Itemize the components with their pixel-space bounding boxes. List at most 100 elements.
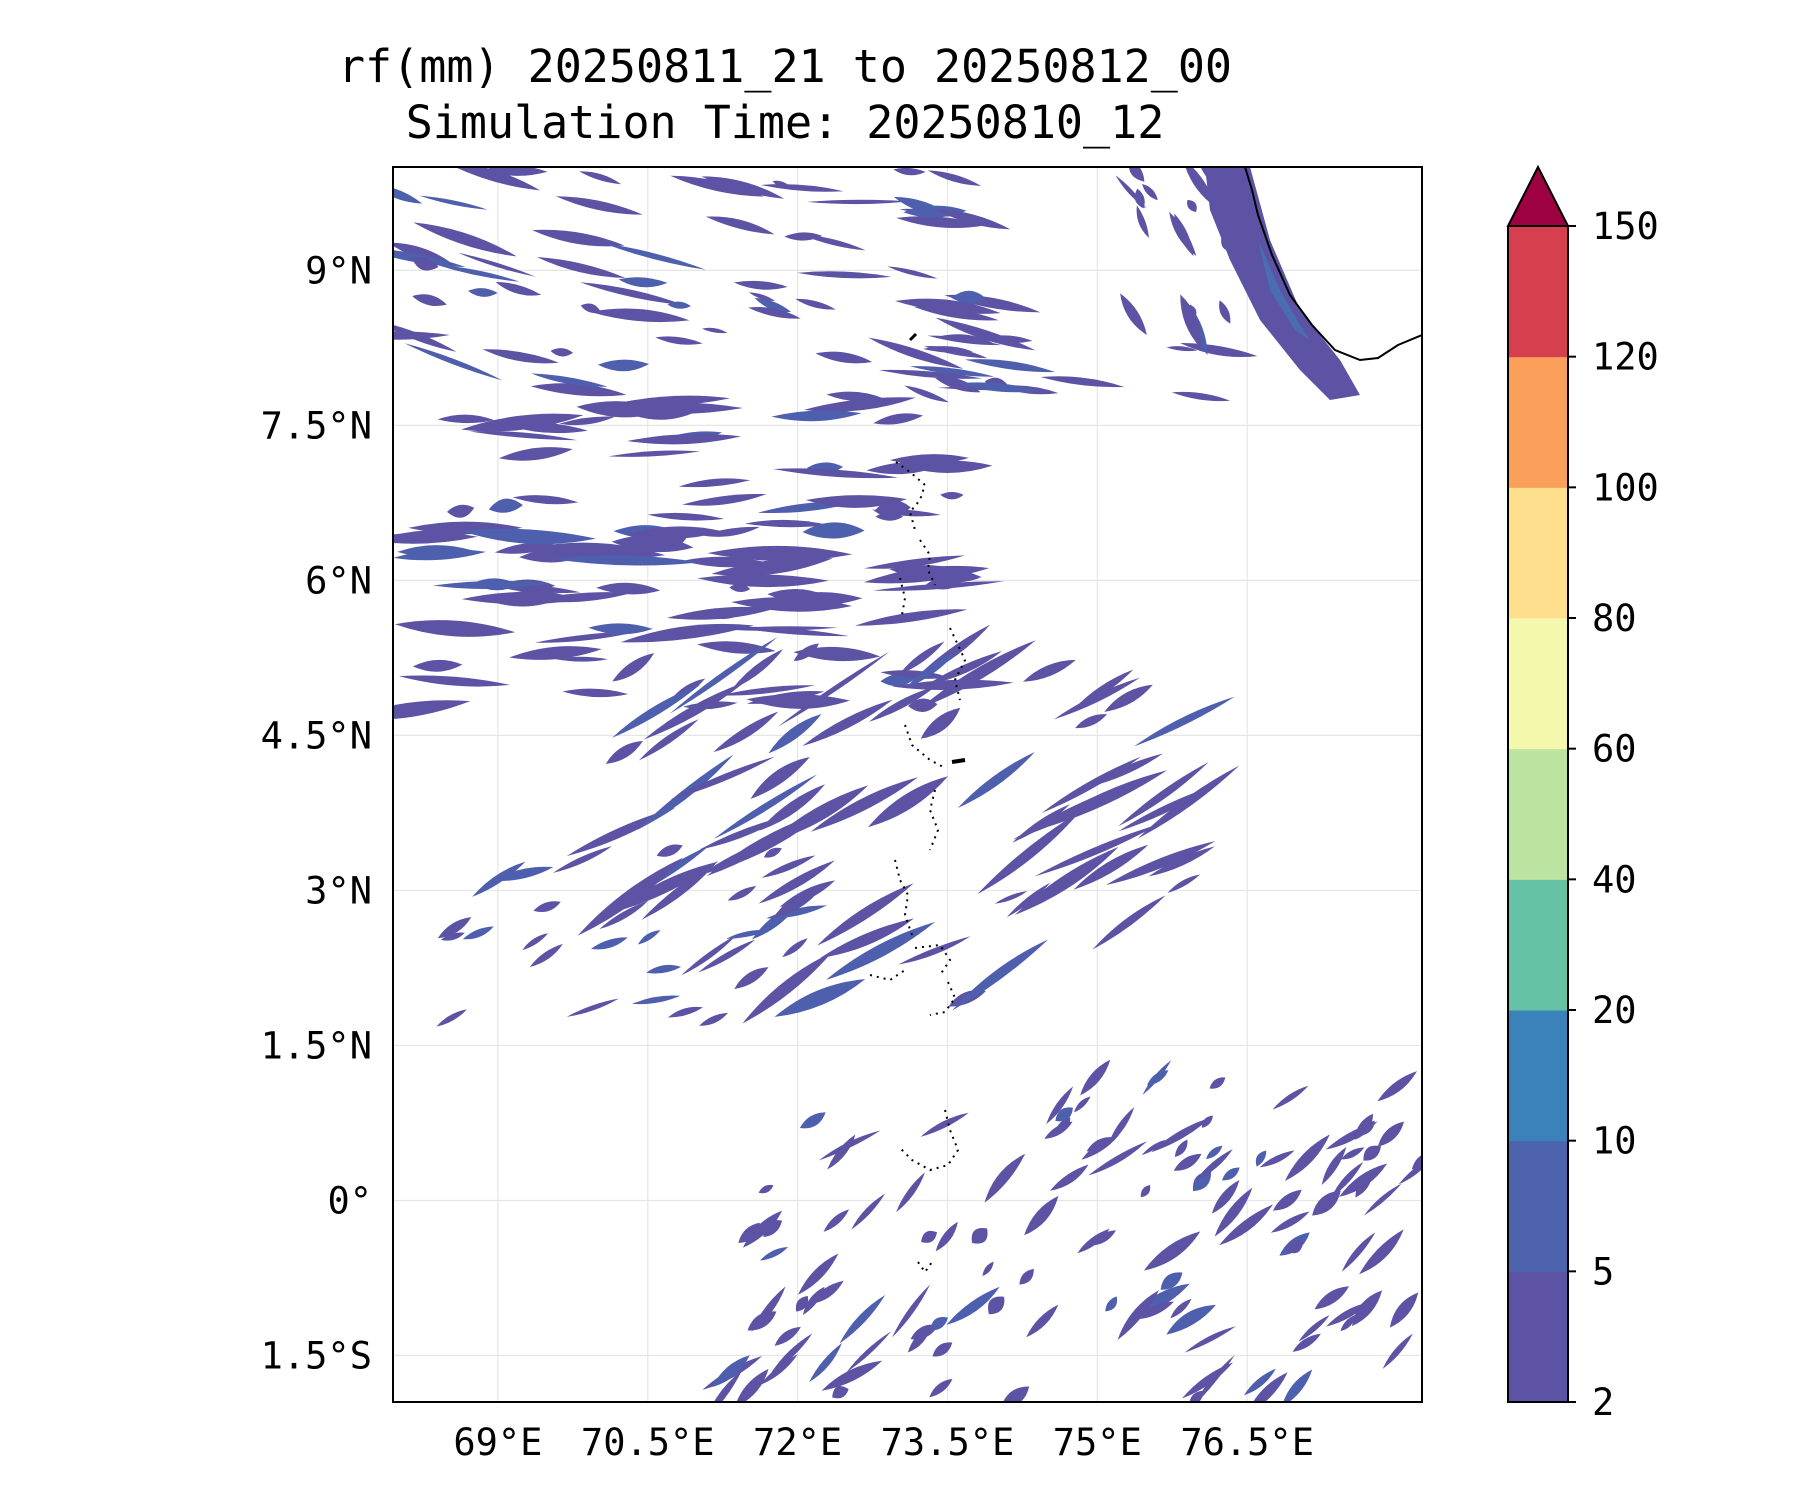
colorbar-segment [1508,879,1568,1011]
rain-cell [1148,846,1215,877]
colorbar-tick-label: 20 [1592,989,1637,1032]
rain-cell [718,685,815,696]
rain-cell [738,1222,760,1243]
rain-cell [1142,184,1158,201]
rain-cell [940,491,964,500]
rain-cell [1105,841,1216,886]
rain-cell [892,1284,931,1338]
rain-cell [646,964,682,974]
rain-cell [1049,1164,1089,1191]
rain-cell [1298,1315,1330,1342]
rain-cell [667,1006,704,1018]
rain-cell [1026,1304,1059,1338]
rain-cell [1195,1149,1233,1181]
lat-tick-label: 6°N [305,559,372,602]
rain-cell [761,855,816,878]
rain-cell [806,199,910,205]
rain-cell [591,937,628,950]
rain-cell [1055,1107,1073,1122]
rain-cell [1341,1232,1376,1272]
rain-cell [733,280,788,290]
rain-cell [727,885,757,901]
rain-cell [898,936,971,965]
rain-cell [537,542,666,559]
rain-cell [825,921,936,980]
rain-cell [896,216,985,229]
rain-cell [1351,1290,1383,1327]
colorbar-tick-label: 120 [1592,336,1659,379]
rain-cell [699,816,786,850]
rain-cell [971,1227,988,1244]
lat-tick-label: 7.5°N [261,404,372,447]
rain-cell [893,167,926,176]
rain-cell [1292,1333,1321,1352]
rain-cell [713,774,818,840]
rain-cell [1184,1326,1236,1353]
rain-cell [638,719,699,761]
rain-cell [869,686,936,722]
rain-cell [413,222,517,257]
rain-cell [579,171,622,185]
colorbar-segment [1508,1271,1568,1403]
rain-cell [758,860,835,904]
rain-cell [983,335,1033,344]
rain-cell [1174,1139,1188,1158]
rain-cell [655,336,703,345]
rain-cell [713,711,779,753]
rain-cell [670,756,775,800]
rain-cell [1340,1314,1356,1332]
rain-cell [946,1286,1000,1325]
rain-cell [436,1009,467,1027]
rain-cell [393,549,486,561]
colorbar-frame [1507,226,1569,1403]
rain-cell [932,1342,953,1357]
colorbar-segment [1508,226,1568,358]
rain-cell [614,861,718,913]
rain-cell [412,294,447,307]
rain-cell [597,359,650,372]
colorbar-segment [1508,1010,1568,1142]
rain-cell [1285,1239,1304,1254]
rain-cell [889,454,970,465]
rain-cell [1314,1286,1350,1310]
rain-cell [734,967,769,990]
rain-cell [784,232,823,241]
rain-cell [1331,1161,1364,1197]
colorbar-tick-label: 40 [1592,858,1637,901]
rain-cell [1166,1305,1216,1335]
rain-cell [809,1280,844,1305]
rain-cell [1128,167,1145,182]
rain-cell [398,675,511,687]
rain-cell [805,495,908,508]
rain-cell [1173,1153,1202,1171]
rain-cell [1134,696,1235,747]
rain-cell [899,641,945,675]
rain-cell [1340,1147,1365,1160]
rain-cell [562,688,629,698]
rain-cell [1037,770,1168,831]
rain-cell [1377,1121,1405,1147]
rain-cell [555,196,643,215]
rain-cell [436,264,520,282]
rain-cell [612,653,655,682]
longitude-axis: 69°E 70.5°E 72°E 73.5°E 75°E 76.5°E [453,1421,1314,1464]
rain-cell [624,395,731,406]
colorbar-tick-label: 2 [1592,1381,1614,1424]
lon-tick-label: 69°E [453,1421,542,1464]
rain-cell [1105,1296,1118,1312]
rain-cell [1117,1290,1160,1340]
rain-cell [1219,300,1231,324]
rain-cell [446,504,475,518]
rain-cell [867,776,948,828]
rain-cell [1382,1333,1413,1369]
map-panel [392,166,1423,1403]
rain-cell [579,282,684,306]
rain-cell [1107,1107,1135,1146]
rain-cell [698,939,756,973]
rain-cell [1085,753,1164,788]
rain-cell [793,643,819,662]
rain-cell [748,292,776,301]
colorbar-tick-label: 150 [1592,205,1659,248]
rain-cell [641,860,719,920]
rain-cell [599,900,649,930]
